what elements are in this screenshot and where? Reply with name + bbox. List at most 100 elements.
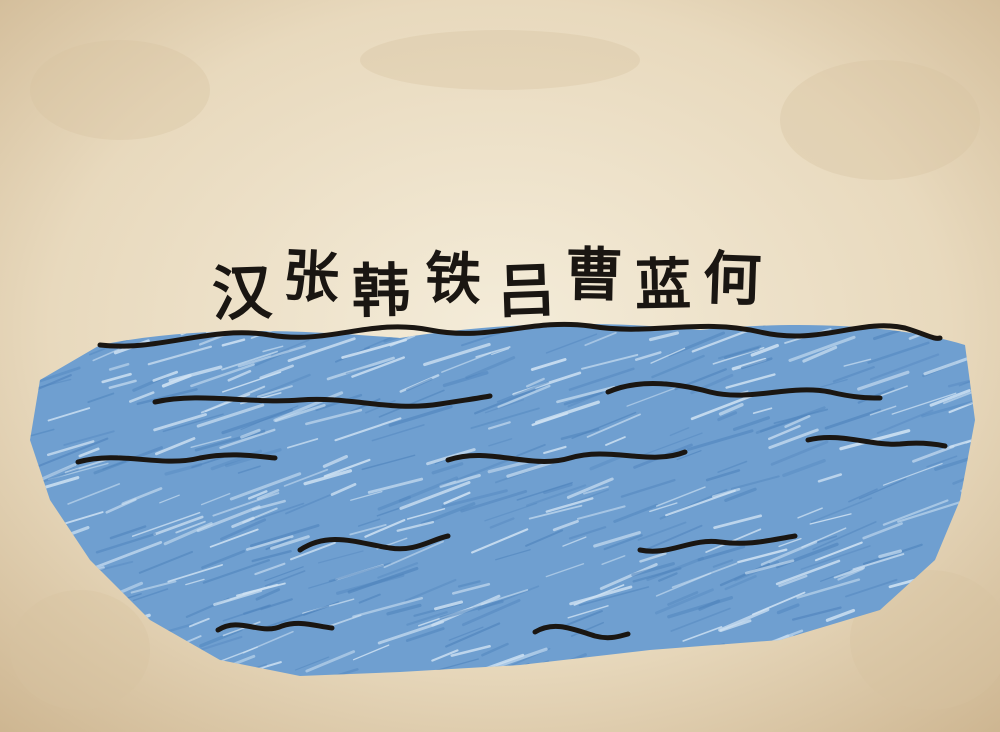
crayon-stroke	[147, 345, 212, 366]
crayon-stroke	[852, 553, 905, 571]
crayon-stroke	[420, 502, 476, 526]
crayon-stroke	[377, 495, 411, 511]
crayon-stroke	[750, 343, 779, 357]
crayon-stroke	[136, 388, 198, 406]
crayon-stroke	[717, 411, 738, 422]
crayon-stroke	[287, 438, 319, 449]
wave-line	[75, 452, 278, 465]
crayon-stroke	[837, 567, 864, 581]
crayon-stroke	[566, 477, 614, 499]
crayon-stroke	[568, 526, 607, 540]
crayon-stroke	[648, 331, 680, 342]
crayon-stroke	[641, 524, 703, 552]
wave-line	[215, 620, 335, 633]
crayon-stroke	[47, 407, 91, 422]
crayon-stroke	[770, 440, 829, 466]
crayon-stroke	[442, 371, 489, 388]
crayon-stroke	[262, 345, 284, 353]
crayon-stroke	[132, 588, 169, 602]
crayon-stroke	[613, 503, 658, 523]
crayon-stroke	[943, 375, 975, 405]
crayon-stroke	[334, 417, 402, 442]
crayon-stroke	[634, 432, 703, 459]
crayon-stroke	[264, 570, 306, 587]
crayon-stroke	[516, 481, 573, 501]
crayon-stroke	[769, 629, 804, 644]
crayon-stroke	[525, 377, 545, 388]
crayon-stroke	[926, 455, 958, 468]
crayon-stroke	[655, 486, 706, 507]
crayon-stroke	[219, 428, 276, 449]
crayon-stroke	[784, 414, 811, 428]
crayon-stroke	[718, 403, 744, 416]
crayon-stroke	[326, 614, 362, 628]
crayon-stroke	[530, 358, 567, 371]
crayon-stroke	[221, 338, 246, 347]
crayon-stroke	[404, 578, 457, 602]
crayon-stroke	[201, 549, 246, 569]
surname-glyph: 铁	[423, 246, 483, 313]
crayon-stroke	[92, 348, 120, 362]
crayon-stroke	[256, 488, 280, 501]
crayon-stroke	[768, 428, 819, 450]
surname-glyph: 吕	[495, 256, 557, 326]
crayon-stroke	[556, 385, 616, 404]
crayon-stroke	[488, 438, 513, 447]
crayon-stroke	[474, 388, 536, 415]
crayon-stroke	[732, 416, 771, 431]
crayon-stroke	[323, 458, 371, 478]
crayon-stroke	[496, 381, 549, 403]
crayon-stroke	[251, 550, 292, 563]
crayon-stroke	[525, 529, 564, 547]
crayon-stroke	[929, 389, 971, 407]
crayon-stroke	[947, 376, 975, 388]
crayon-stroke	[484, 502, 538, 522]
crayon-stroke	[237, 465, 261, 474]
crayon-stroke	[577, 505, 626, 520]
crayon-stroke	[108, 362, 130, 371]
surname-glyph: 蓝	[634, 252, 692, 319]
crayon-stroke	[247, 490, 268, 500]
crayon-stroke	[712, 559, 734, 568]
crayon-stroke	[303, 469, 353, 486]
crayon-stroke	[138, 550, 193, 574]
crayon-stroke	[185, 578, 205, 586]
crayon-stroke	[270, 535, 310, 550]
crayon-stroke	[322, 455, 348, 468]
crayon-stroke	[405, 377, 433, 392]
crayon-stroke	[603, 534, 643, 551]
crayon-stroke	[352, 644, 390, 661]
crayon-stroke	[802, 345, 838, 363]
crayon-stroke	[47, 462, 109, 481]
crayon-stroke	[593, 531, 641, 548]
crayon-stroke	[760, 540, 818, 567]
crayon-stroke	[744, 559, 795, 575]
crayon-stroke	[290, 541, 336, 561]
crayon-stroke	[388, 405, 453, 427]
crayon-stroke	[245, 535, 294, 551]
crayon-stroke	[788, 335, 856, 362]
crayon-stroke	[833, 566, 866, 579]
crayon-stroke	[584, 331, 617, 347]
crayon-stroke	[528, 504, 583, 520]
crayon-stroke	[562, 610, 603, 628]
surname-glyph: 韩	[351, 256, 411, 326]
crayon-stroke	[691, 328, 751, 353]
crayon-stroke	[175, 520, 206, 534]
crayon-stroke	[43, 476, 80, 489]
crayon-stroke	[326, 356, 395, 381]
crayon-stroke	[775, 559, 841, 586]
crayon-stroke	[153, 515, 204, 536]
crayon-stroke	[639, 552, 667, 563]
crayon-stroke	[328, 562, 392, 583]
crayon-stroke	[131, 511, 201, 537]
crayon-stroke	[450, 644, 491, 657]
crayon-stroke	[825, 608, 856, 622]
wave-line	[605, 381, 883, 401]
crayon-stroke	[67, 483, 121, 505]
crayon-stroke	[676, 450, 702, 461]
crayon-stroke	[814, 541, 863, 562]
crayon-stroke	[349, 524, 387, 536]
crayon-stroke	[91, 541, 163, 570]
crayon-stroke	[237, 345, 306, 368]
